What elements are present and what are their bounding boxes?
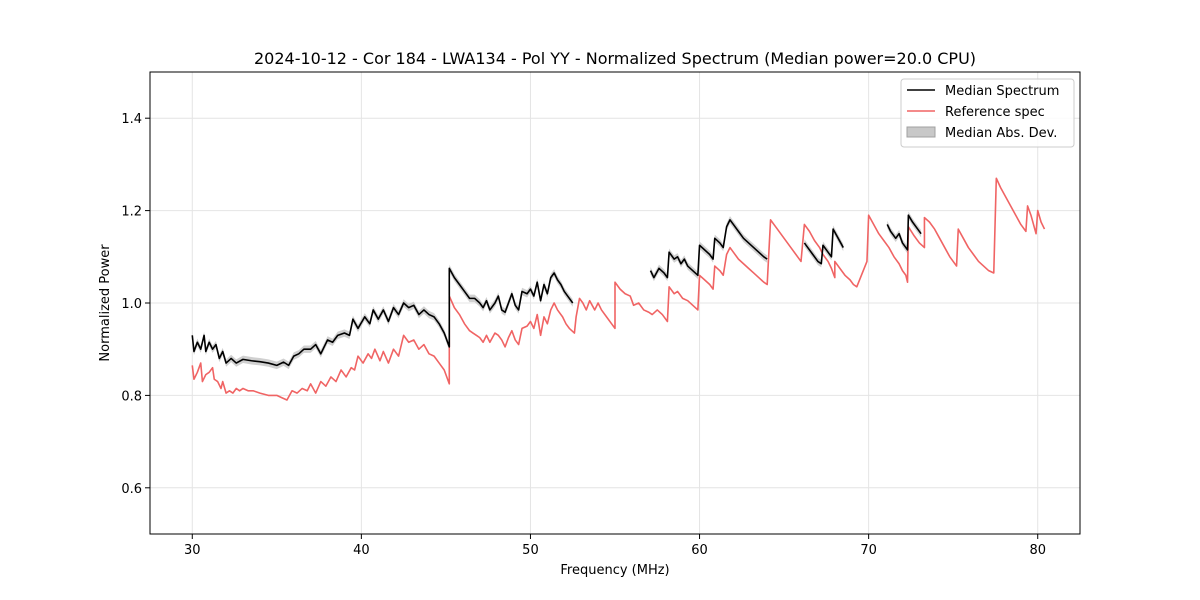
x-tick-label: 40 <box>353 543 370 558</box>
chart-title: 2024-10-12 - Cor 184 - LWA134 - Pol YY -… <box>254 49 976 68</box>
axis-ticks: 30 40 50 60 70 80 0.6 0.8 1.0 1.2 1.4 <box>121 112 1046 558</box>
median-spectrum-line <box>191 267 574 367</box>
reference-spectrum-line <box>191 177 1046 401</box>
legend-mad-swatch <box>906 126 936 138</box>
y-axis-label: Normalized Power <box>98 244 113 362</box>
x-tick-label: 50 <box>522 543 539 558</box>
x-tick-label: 80 <box>1029 543 1046 558</box>
legend-median-label: Median Spectrum <box>945 84 1059 99</box>
y-tick-label: 0.6 <box>121 482 142 497</box>
x-tick-label: 70 <box>860 543 877 558</box>
legend-reference-label: Reference spec <box>945 105 1045 120</box>
x-axis-label: Frequency (MHz) <box>560 563 669 578</box>
plot-area <box>191 177 1046 401</box>
y-tick-label: 1.4 <box>121 112 142 127</box>
median-spectrum-line <box>886 214 922 251</box>
legend: Median Spectrum Reference spec Median Ab… <box>900 78 1075 148</box>
x-tick-label: 60 <box>691 543 708 558</box>
x-tick-label: 30 <box>184 543 201 558</box>
mad-band <box>650 216 768 282</box>
median-spectrum-line <box>803 228 844 265</box>
median-spectrum-line <box>649 219 768 279</box>
y-tick-label: 1.2 <box>121 205 142 220</box>
y-tick-label: 0.8 <box>121 389 142 404</box>
legend-box <box>900 78 1075 148</box>
legend-mad-label: Median Abs. Dev. <box>945 126 1057 141</box>
y-tick-label: 1.0 <box>121 297 142 312</box>
